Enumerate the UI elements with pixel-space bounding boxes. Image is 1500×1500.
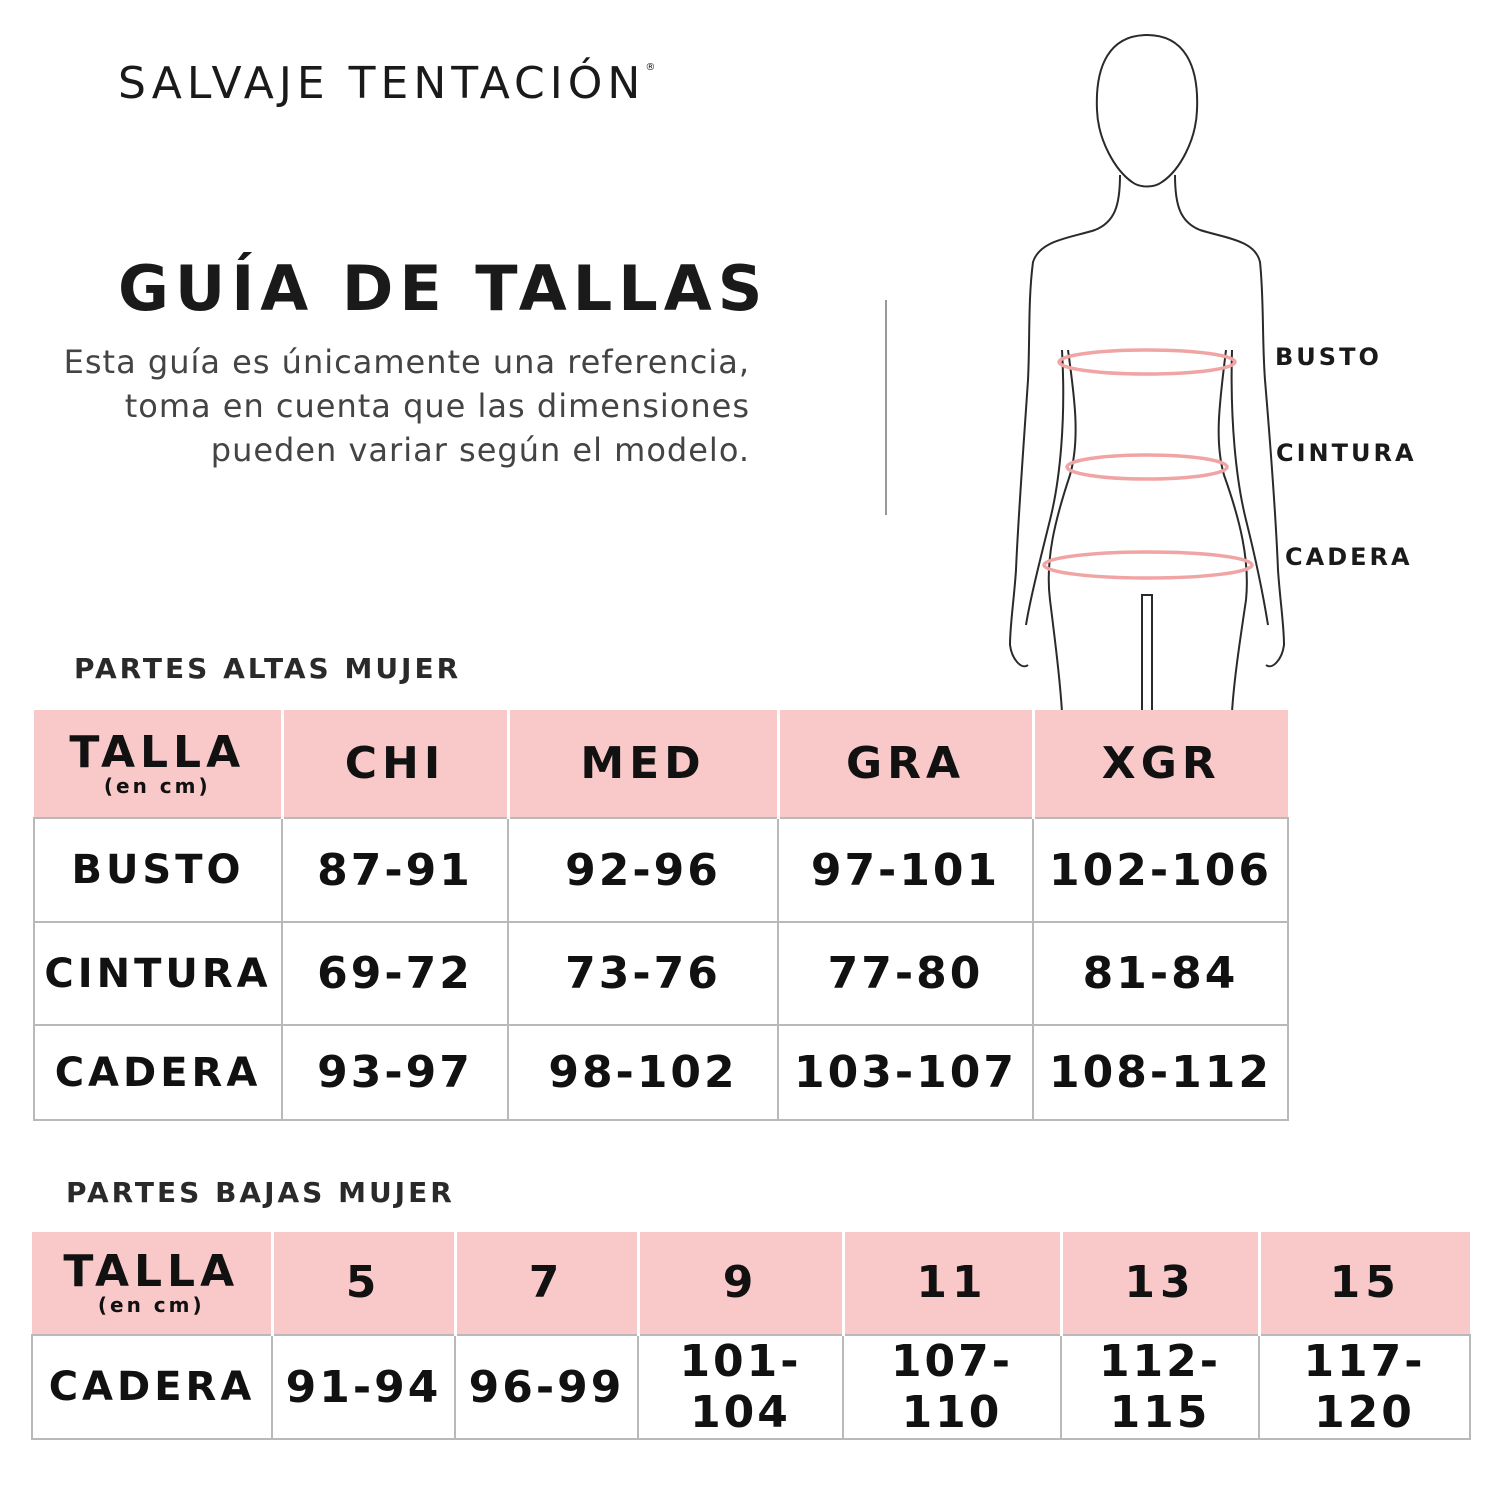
tops-section-title: PARTES ALTAS MUJER: [74, 652, 462, 685]
table-cell: 101-104: [637, 1334, 844, 1440]
waist-ring: [1065, 453, 1229, 481]
size-header-label: TALLA: [69, 726, 246, 778]
table-cell: 69-72: [281, 921, 509, 1026]
table-cell: 97-101: [777, 817, 1034, 923]
column-header: CHI: [282, 710, 510, 818]
row-label: CADERA: [33, 1024, 283, 1121]
neck-shoulders-outline: [1008, 174, 1286, 668]
table-cell: 103-107: [777, 1024, 1034, 1121]
registered-mark: ®: [645, 62, 656, 73]
table-row: CADERA 91-94 96-99 101-104 107-110 112-1…: [31, 1334, 1471, 1440]
brand-logo: SALVAJE TENTACIÓN®: [118, 58, 655, 109]
body-figure-illustration: [1008, 33, 1286, 713]
table-cell: 77-80: [777, 921, 1034, 1026]
inner-arm-outline: [1025, 349, 1269, 626]
bottoms-section-title: PARTES BAJAS MUJER: [66, 1176, 455, 1209]
table-cell: 92-96: [507, 817, 779, 923]
column-header: XGR: [1033, 710, 1288, 818]
measurement-rings: [1042, 348, 1254, 580]
column-header: 5: [272, 1232, 457, 1335]
table-cell: 102-106: [1032, 817, 1289, 923]
row-label: CINTURA: [33, 921, 283, 1026]
figure-label-bust: BUSTO: [1275, 343, 1382, 371]
column-header: GRA: [778, 710, 1035, 818]
column-header: 15: [1259, 1232, 1470, 1335]
table-row: CINTURA 69-72 73-76 77-80 81-84: [33, 921, 1289, 1026]
column-header: 7: [455, 1232, 640, 1335]
divider: [885, 300, 887, 515]
column-header: 13: [1061, 1232, 1261, 1335]
page-title: GUÍA DE TALLAS: [118, 252, 769, 325]
hip-ring: [1042, 550, 1254, 580]
column-header: MED: [508, 710, 780, 818]
size-header-unit: (en cm): [97, 1293, 205, 1317]
row-label: BUSTO: [33, 817, 283, 923]
bust-ring: [1057, 348, 1237, 376]
description: Esta guía es únicamente una referencia, …: [63, 343, 750, 469]
figure-label-waist: CINTURA: [1276, 439, 1417, 467]
table-cell: 87-91: [281, 817, 509, 923]
table-cell: 112-115: [1060, 1334, 1260, 1440]
column-header: 11: [843, 1232, 1063, 1335]
table-header-row: TALLA (en cm) CHI MED GRA XGR: [34, 710, 1288, 818]
table-row: CADERA 93-97 98-102 103-107 108-112: [33, 1024, 1289, 1121]
legs-gap-outline: [1141, 594, 1153, 712]
column-header: 9: [638, 1232, 845, 1335]
bottoms-size-table: TALLA (en cm) 5 7 9 11 13 15 CADERA 91-94…: [31, 1232, 1471, 1440]
table-cell: 107-110: [842, 1334, 1062, 1440]
table-cell: 98-102: [507, 1024, 779, 1121]
table-row: BUSTO 87-91 92-96 97-101 102-106: [33, 817, 1289, 923]
row-label: CADERA: [31, 1334, 273, 1440]
table-cell: 93-97: [281, 1024, 509, 1121]
table-cell: 108-112: [1032, 1024, 1289, 1121]
table-header-row: TALLA (en cm) 5 7 9 11 13 15: [32, 1232, 1470, 1335]
size-header-cell: TALLA (en cm): [34, 710, 284, 818]
tops-size-table: TALLA (en cm) CHI MED GRA XGR BUSTO 87-91…: [33, 710, 1289, 1121]
table-cell: 73-76: [507, 921, 779, 1026]
size-header-label: TALLA: [63, 1246, 240, 1297]
table-cell: 91-94: [271, 1334, 456, 1440]
table-cell: 96-99: [454, 1334, 639, 1440]
figure-label-hip: CADERA: [1285, 543, 1413, 571]
table-cell: 117-120: [1258, 1334, 1471, 1440]
table-cell: 81-84: [1032, 921, 1289, 1026]
size-header-unit: (en cm): [103, 773, 211, 798]
size-header-cell: TALLA (en cm): [32, 1232, 274, 1335]
torso-outline: [1047, 349, 1248, 713]
brand-name: SALVAJE TENTACIÓN: [118, 58, 646, 109]
head-outline: [1095, 33, 1199, 188]
